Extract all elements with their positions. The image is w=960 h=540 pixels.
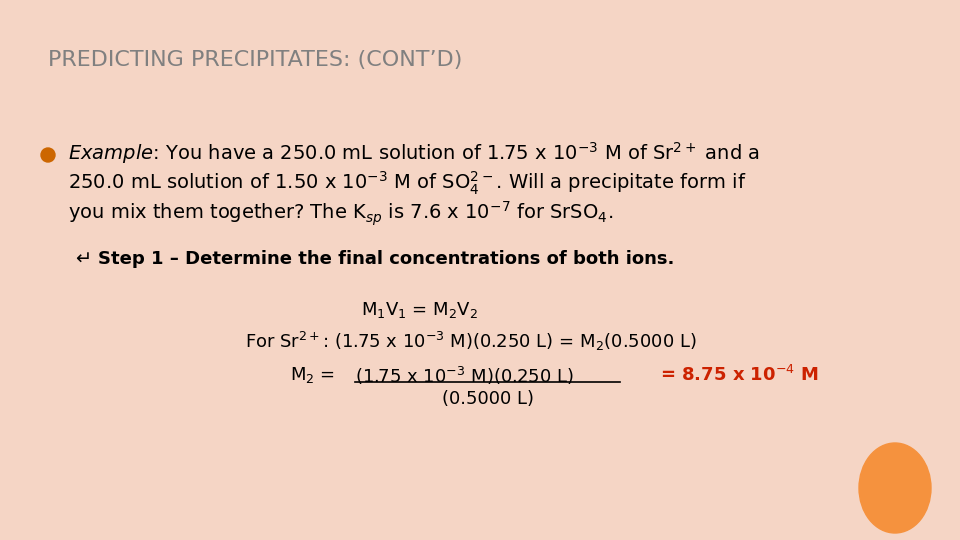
Text: (0.5000 L): (0.5000 L) — [442, 390, 534, 408]
Text: 250.0 mL solution of 1.50 x 10$^{-3}$ M of SO$_4^{2-}$. Will a precipitate form : 250.0 mL solution of 1.50 x 10$^{-3}$ M … — [68, 170, 747, 198]
Text: = 8.75 x 10$^{-4}$ M: = 8.75 x 10$^{-4}$ M — [660, 365, 819, 385]
Text: M$_2$ =: M$_2$ = — [290, 365, 337, 385]
Text: M$_1$V$_1$ = M$_2$V$_2$: M$_1$V$_1$ = M$_2$V$_2$ — [361, 300, 479, 320]
Text: Step 1 – Determine the final concentrations of both ions.: Step 1 – Determine the final concentrati… — [98, 250, 674, 268]
Ellipse shape — [859, 443, 931, 533]
Text: you mix them together? The K$_{sp}$ is 7.6 x 10$^{-7}$ for SrSO$_4$.: you mix them together? The K$_{sp}$ is 7… — [68, 200, 613, 228]
Circle shape — [41, 148, 55, 162]
Text: (1.75 x 10$^{-3}$ M)(0.250 L): (1.75 x 10$^{-3}$ M)(0.250 L) — [355, 365, 574, 387]
Text: $\mathit{Example}$: You have a 250.0 mL solution of 1.75 x 10$^{-3}$ M of Sr$^{2: $\mathit{Example}$: You have a 250.0 mL … — [68, 140, 760, 166]
Text: ↵: ↵ — [75, 250, 91, 269]
Text: For Sr$^{2+}$: (1.75 x 10$^{-3}$ M)(0.250 L) = M$_2$(0.5000 L): For Sr$^{2+}$: (1.75 x 10$^{-3}$ M)(0.25… — [245, 330, 697, 353]
Text: PREDICTING PRECIPITATES: (CONT’D): PREDICTING PRECIPITATES: (CONT’D) — [48, 50, 463, 70]
